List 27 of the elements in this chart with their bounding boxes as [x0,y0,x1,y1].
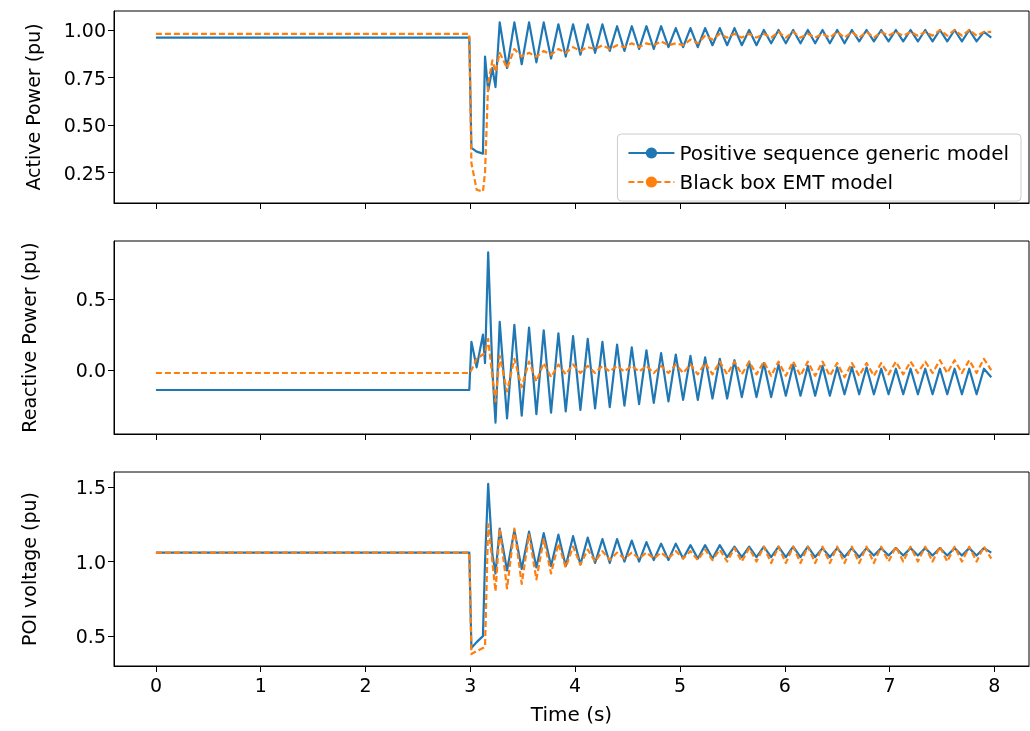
x-tick-label: 1 [254,673,267,696]
x-tick-label: 8 [988,673,1001,696]
y-axis-title: Reactive Power (pu) [17,242,40,433]
y-tick-label: 1.00 [63,19,106,42]
line-series [154,523,993,656]
x-tick-label: 5 [673,673,687,696]
x-tick-label: 3 [464,673,477,696]
y-axis-title: Active Power (pu) [21,23,44,191]
line-series [154,337,993,403]
y-tick-label: 1.5 [75,475,106,498]
x-tick-label: 0 [149,673,162,696]
x-tick-label: 4 [569,673,582,696]
y-tick-label: 0.5 [75,288,106,311]
x-axis-title: Time (s) [529,702,613,726]
y-tick-label: 0.75 [63,66,106,89]
y-axis-title: POI voltage (pu) [17,491,40,647]
y-tick-label: 0.50 [63,114,106,137]
x-tick-label: 7 [883,673,896,696]
y-tick-label: 1.0 [75,550,106,573]
legend-label: Positive sequence generic model [679,141,1010,165]
y-tick-label: 0.0 [75,359,106,382]
y-tick-label: 0.25 [63,161,106,184]
y-tick-label: 0.5 [75,625,106,648]
x-tick-label: 2 [359,673,372,696]
line-series [154,251,993,424]
x-tick-label: 6 [778,673,791,696]
legend-label: Black box EMT model [679,170,894,194]
